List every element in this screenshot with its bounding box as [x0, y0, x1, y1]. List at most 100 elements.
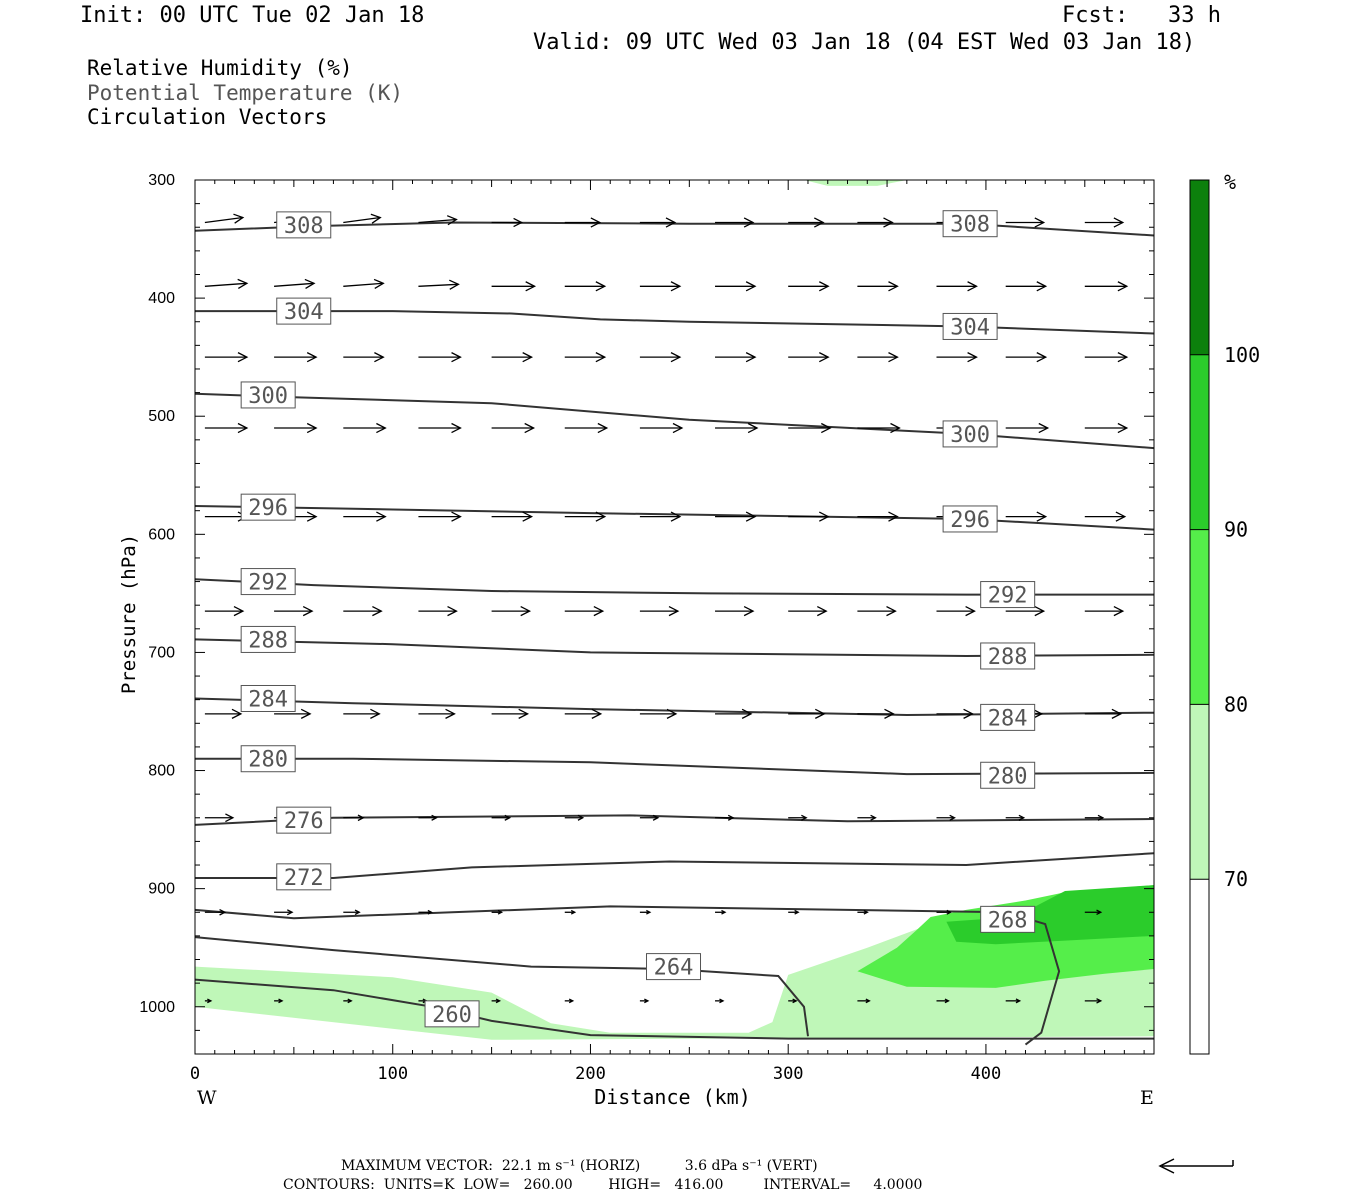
circulation-vector	[936, 605, 976, 617]
circulation-vector	[1005, 511, 1048, 522]
svg-text:308: 308	[284, 214, 324, 239]
circulation-vector	[1005, 217, 1046, 228]
circulation-vector	[715, 422, 759, 434]
circulation-vector	[1084, 511, 1127, 522]
circulation-vector	[491, 511, 534, 522]
isentrope-label: 304	[276, 297, 332, 325]
circulation-vector	[343, 605, 383, 617]
circulation-vector	[204, 352, 249, 363]
circulation-vector	[715, 511, 757, 522]
colorbar-segment	[1190, 704, 1209, 880]
isentrope-label: 284	[980, 703, 1036, 731]
circulation-vector	[491, 422, 536, 434]
isentrope-label: 300	[240, 381, 296, 409]
circulation-vector	[936, 352, 978, 363]
circulation-vector	[1005, 281, 1048, 292]
circulation-vector	[418, 511, 462, 522]
y-tick-label: 300	[148, 172, 175, 189]
circulation-vector	[936, 708, 974, 719]
circulation-vector	[274, 909, 294, 916]
circulation-vector	[1084, 281, 1129, 292]
svg-text:296: 296	[248, 496, 288, 521]
circulation-vector	[418, 215, 458, 226]
y-tick-label: 400	[148, 290, 175, 307]
y-tick-label: 700	[148, 644, 175, 661]
circulation-vector	[936, 909, 952, 915]
x-tick-label: 200	[575, 1064, 606, 1084]
circulation-vector	[204, 278, 249, 290]
isentrope-label: 280	[240, 745, 296, 773]
circulation-vector	[564, 217, 602, 228]
circulation-vector	[857, 422, 901, 434]
isentrope-label: 288	[240, 625, 296, 653]
svg-text:264: 264	[654, 956, 694, 981]
circulation-vector	[1084, 909, 1103, 916]
circulation-vector	[788, 708, 826, 719]
vector-layer	[204, 213, 1129, 1004]
circulation-vector	[204, 708, 243, 719]
circulation-vector	[418, 422, 462, 434]
circulation-vector	[715, 281, 757, 292]
east-label: E	[1140, 1087, 1154, 1109]
circulation-vector	[715, 352, 757, 363]
isentrope-label: 304	[942, 312, 998, 340]
circulation-vector	[418, 708, 456, 719]
circulation-vector	[418, 279, 460, 290]
circulation-vector	[491, 352, 534, 363]
circulation-vector	[857, 605, 897, 617]
circulation-vector	[788, 352, 830, 363]
circulation-vector	[1084, 814, 1105, 821]
circulation-vector	[204, 511, 249, 522]
circulation-vector	[491, 281, 537, 292]
circulation-vector	[491, 217, 524, 228]
circulation-vector	[857, 217, 894, 228]
circulation-vector	[788, 422, 832, 434]
svg-text:300: 300	[248, 384, 288, 409]
colorbar-tick-label: 80	[1224, 692, 1248, 716]
circulation-vector	[274, 708, 312, 719]
circulation-vector	[1084, 422, 1129, 434]
plot-frame	[194, 179, 1155, 1055]
y-tick-label: 1000	[139, 999, 175, 1016]
init-time-label: Init: 00 UTC Tue 02 Jan 18	[80, 3, 425, 28]
circulation-vector	[857, 909, 869, 915]
circulation-vector	[274, 278, 316, 290]
circulation-vector	[639, 352, 682, 363]
circulation-vector	[1005, 352, 1048, 363]
colorbar-segment	[1190, 180, 1209, 355]
svg-text:292: 292	[248, 571, 288, 596]
isentrope-label: 292	[240, 568, 296, 596]
isentrope-label: 296	[942, 505, 998, 533]
contour-info-note: CONTOURS: UNITS=K LOW= 260.00 HIGH= 416.…	[283, 1177, 923, 1193]
circulation-vector	[343, 511, 387, 522]
isentrope-label: 276	[276, 806, 332, 834]
circulation-vector	[1005, 998, 1022, 1004]
isentrope-label: 260	[424, 1000, 480, 1028]
circulation-vector	[788, 814, 808, 821]
x-tick-label: 0	[190, 1064, 200, 1084]
isentrope-260	[195, 978, 1154, 1040]
isentrope-272	[195, 852, 1154, 879]
x-tick-label: 300	[773, 1064, 804, 1084]
circulation-vector	[274, 352, 318, 363]
circulation-vector	[564, 605, 605, 617]
isentrope-label: 288	[980, 642, 1036, 670]
colorbar: 70 80 90 100%	[1189, 170, 1260, 1055]
circulation-vector	[715, 909, 727, 915]
isentrope-276	[195, 814, 1154, 826]
circulation-vector	[564, 352, 607, 363]
isentrope-296	[195, 505, 1154, 531]
svg-text:276: 276	[284, 809, 324, 834]
circulation-vector	[564, 814, 585, 821]
isentrope-304	[195, 310, 1154, 335]
west-label: W	[197, 1087, 217, 1109]
circulation-vector	[343, 998, 353, 1004]
circulation-vector	[343, 909, 361, 916]
isentrope-label: 280	[980, 761, 1036, 789]
circulation-vector	[715, 814, 735, 821]
circulation-vector	[564, 708, 603, 719]
isentrope-label: 308	[276, 211, 332, 239]
svg-text:288: 288	[248, 628, 288, 653]
circulation-vector	[564, 909, 577, 915]
